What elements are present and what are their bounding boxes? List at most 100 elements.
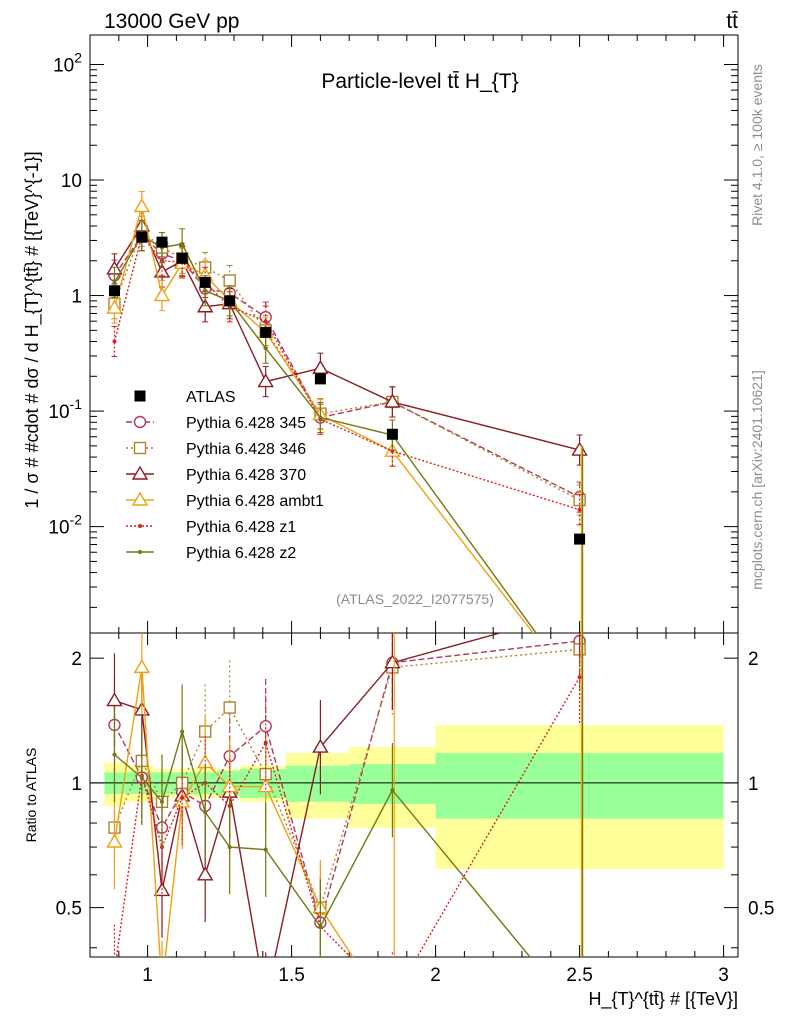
ratio-point <box>203 810 208 815</box>
point <box>180 241 185 246</box>
ratio-axis-label: Ratio to ATLAS <box>23 748 39 843</box>
data-point <box>199 276 211 288</box>
mcplots-label: mcplots.cern.ch [arXiv:2401.10621] <box>749 370 765 589</box>
ratio-point <box>318 924 323 929</box>
header-left: 13000 GeV pp <box>104 10 239 33</box>
y-tick-label: 10 <box>61 171 82 192</box>
ratio-point <box>112 752 117 757</box>
ratio-point <box>223 701 236 714</box>
point <box>223 274 236 287</box>
x-tick-label: 1 <box>142 965 153 986</box>
legend-label: Pythia 6.428 346 <box>186 441 306 458</box>
legend-label: Pythia 6.428 z1 <box>186 519 296 536</box>
point <box>106 299 123 314</box>
point <box>312 359 329 374</box>
ratio-point <box>384 654 401 669</box>
x-tick-label: 2 <box>430 965 441 986</box>
ratio-tick-label: 0.5 <box>56 899 82 920</box>
data-point <box>108 285 120 297</box>
ratio-tick-label: 1 <box>71 774 82 795</box>
y-axis-label: 1 / σ # #cdot # dσ / d H_{T}^{tt̄} # [{T… <box>22 151 43 508</box>
point <box>263 346 268 351</box>
series-line <box>113 234 537 633</box>
series-3-ratio <box>106 633 583 993</box>
data-point <box>574 533 586 545</box>
ratio-point <box>390 998 394 1002</box>
ratio-point <box>133 658 151 674</box>
x-axis-label: H_{T}^{tt̄} # [{TeV}] <box>588 989 738 1010</box>
ratio-point <box>106 692 123 707</box>
ratio-point <box>259 993 273 1005</box>
legend-marker <box>138 524 142 528</box>
data-points <box>108 231 586 545</box>
legend-label: Pythia 6.428 345 <box>186 415 306 432</box>
y-tick-label: 10-2 <box>48 512 82 539</box>
y-tick-label: 1 <box>71 287 82 308</box>
series-line <box>113 230 580 501</box>
stat-band <box>285 765 350 802</box>
legend-marker <box>133 415 147 429</box>
ratio-point <box>160 799 164 804</box>
stat-band <box>435 753 724 819</box>
legend-marker <box>138 550 142 554</box>
ratio-point <box>577 675 582 680</box>
ratio-line <box>115 676 581 957</box>
legend-marker <box>133 441 147 455</box>
main-frame <box>89 34 739 634</box>
point <box>257 373 274 388</box>
series-line <box>113 206 535 633</box>
series-5-main <box>111 220 584 633</box>
ratio-tick-label: 2 <box>748 649 759 670</box>
ratio-line <box>114 633 503 957</box>
ratio-line <box>113 648 580 910</box>
legend-marker <box>134 390 146 402</box>
ratio-point <box>573 604 587 616</box>
ratio-tick-label: 1 <box>748 774 759 795</box>
data-point <box>156 236 168 248</box>
series-2-main <box>106 210 588 466</box>
point <box>203 288 208 293</box>
legend-marker <box>131 491 149 506</box>
axes: 1 1.5 2 2.5 3 10-2 10-1 1 10 102 0.5 0.5 1 1 2 2 <box>48 34 774 986</box>
point <box>263 319 268 324</box>
ratio-tick-label: 0.5 <box>748 899 774 920</box>
series-3-main <box>106 190 583 633</box>
rivet-label: Rivet 4.1.0, ≥ 100k events <box>749 64 765 226</box>
point <box>318 415 323 420</box>
legend: ATLAS Pythia 6.428 345 Pythia 6.428 346 Pyt… <box>126 389 324 562</box>
watermark: (ATLAS_2022_I2077575) <box>336 591 494 607</box>
x-tick-label: 2.5 <box>566 965 592 986</box>
legend-marker <box>131 465 149 480</box>
x-tick-label: 3 <box>718 965 729 986</box>
ratio-point <box>312 738 329 753</box>
ratio-point <box>139 775 144 780</box>
series-group <box>106 190 588 1005</box>
ratio-point <box>263 740 268 745</box>
ratio-tick-label: 2 <box>71 649 82 670</box>
data-point <box>314 373 326 385</box>
ratio-point <box>263 847 268 852</box>
ratio-point <box>227 845 232 850</box>
series-line <box>113 234 580 511</box>
legend-label: Pythia 6.428 ambt1 <box>186 493 324 510</box>
ratio-line <box>113 667 354 957</box>
ratio-point <box>155 981 169 993</box>
series-5-ratio <box>112 633 584 957</box>
point <box>577 507 582 512</box>
ratio-point <box>180 729 185 734</box>
x-tick-label: 1.5 <box>278 965 304 986</box>
ratio-point <box>180 795 185 800</box>
legend-label: Pythia 6.428 370 <box>186 467 306 484</box>
data-point <box>260 326 272 338</box>
ratio-point <box>196 866 214 881</box>
legend-label: Pythia 6.428 z2 <box>186 545 296 562</box>
y-tick-label: 102 <box>53 49 82 76</box>
legend-label: ATLAS <box>186 389 236 406</box>
point <box>153 287 171 302</box>
data-point <box>224 295 236 307</box>
point <box>384 393 401 408</box>
point <box>112 280 117 285</box>
chart-title: Particle-level tt̄ H_{T} <box>321 70 518 93</box>
data-point <box>176 252 188 264</box>
point <box>133 198 151 213</box>
